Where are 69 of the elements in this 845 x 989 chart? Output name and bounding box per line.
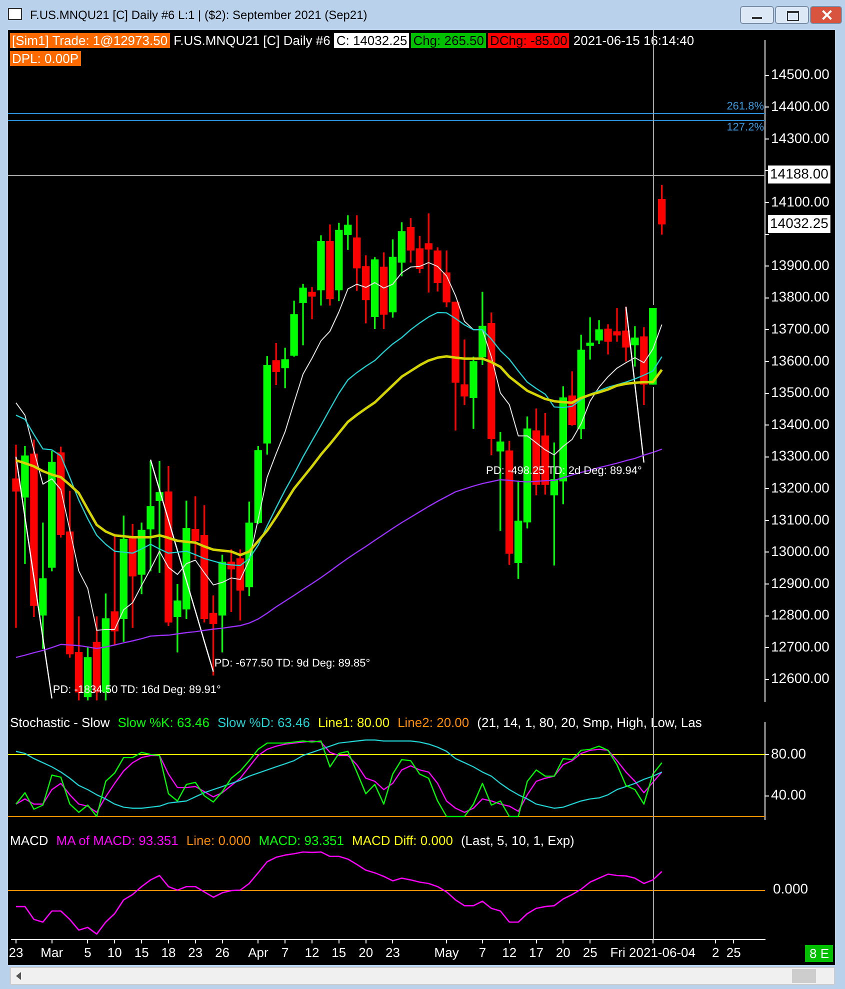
text: Slow %K: 63.46 [118,715,210,730]
x-tick-label: 20 [556,944,570,960]
y-tick-label: 13100.00 [771,511,830,528]
text: 14032.25 [770,214,829,231]
ref-line-label: 14188.00 [770,165,829,182]
y-tick-label: 14300.00 [771,130,830,146]
series-label: Slow %D: 63.46 [217,715,310,730]
x-tick-label: Fri 2021-06-04 [610,944,696,960]
y-tick-label: 13400.00 [771,416,830,432]
y-tick-label: 13600.00 [771,352,830,368]
x-tick-label: 12 [304,944,320,960]
y-tick-label: 13800.00 [771,288,830,305]
text: 0.000 [773,880,808,897]
y-tick-label: 13900.00 [771,256,830,273]
annotation: DPL: 0.00P [10,51,80,66]
y-tick-label: 14100.00 [771,193,830,210]
annotation: 261.8% [726,100,764,113]
x-tick-label: 18 [161,944,176,960]
x-tick-label: 7 [281,944,289,960]
annotation: Chg: 265.50 [411,33,486,48]
annotation: DChg: -85.00 [488,33,570,48]
x-tick-label: 15 [134,944,149,960]
text: MA of MACD: 93.351 [56,833,178,848]
annotation: [Sim1] Trade: 1@12973.50 [10,33,170,48]
y-tick-label: 80.00 [771,745,806,762]
y-tick-label: 40.00 [771,786,806,803]
x-tick-label: 15 [332,944,346,960]
x-tick-label: 23 [8,944,24,960]
x-tick-label: May [434,944,460,960]
y-tick-label: 12600.00 [771,670,830,686]
x-tick-label: 23 [188,944,203,960]
ref-line-label: Line1: 80.00 [318,715,390,730]
x-tick-label: 25 [582,944,598,960]
y-tick-label: 13300.00 [771,448,830,464]
ref-line-label: Line: 0.000 [186,833,251,848]
chart-title: Stochastic - Slow [10,715,110,730]
y-tick-label: 13700.00 [771,320,830,337]
annotation: 127.2% [726,122,764,134]
x-tick-label: 20 [358,944,374,960]
chart-title: F.US.MNQU21 [C] Daily #6 L:1 | ($2): September 2021 (Sep21) [30,8,368,22]
x-tick-label: 5 [84,944,92,960]
x-tick-label: 26 [215,944,230,960]
text: MACD Diff: 0.000 [352,833,453,848]
x-tick-label: 7 [478,944,486,960]
x-tick-label: 12 [502,944,517,960]
y-tick-label: 14400.00 [771,98,830,114]
text: (Last, 5, 10, 1, Exp) [460,833,574,848]
y-tick-label: 13500.00 [771,384,830,400]
x-tick-label: Apr [248,944,269,960]
y-tick-label: 12900.00 [771,574,830,591]
chart-title: MACD [10,833,48,848]
y-tick-label: 12800.00 [771,606,830,623]
y-tick-label: 13200.00 [771,479,830,496]
ref-line-label: Line2: 20.00 [398,715,470,730]
x-tick-label: 2 [712,944,720,960]
x-tick-label: 10 [107,944,122,960]
annotation: C: 14032.25 [334,33,410,48]
annotation: F.US.MNQU21 [C] Daily #6 [172,33,332,48]
y-tick-label: 13000.00 [771,543,830,560]
x-tick-label: Mar [40,944,64,960]
annotation: PD: -1834.50 TD: 16d Deg: 89.91° [52,684,221,696]
x-tick-label: 17 [529,944,544,960]
x-tick-label: 25 [726,944,741,960]
text: 8 E [805,945,833,962]
y-tick-label: 12700.00 [771,638,830,654]
y-tick-label: 14500.00 [771,66,830,82]
text: MACD: 93.351 [258,833,344,848]
annotation: PD: -677.50 TD: 9d Deg: 89.85° [214,657,370,670]
x-tick-label: 23 [386,944,400,960]
